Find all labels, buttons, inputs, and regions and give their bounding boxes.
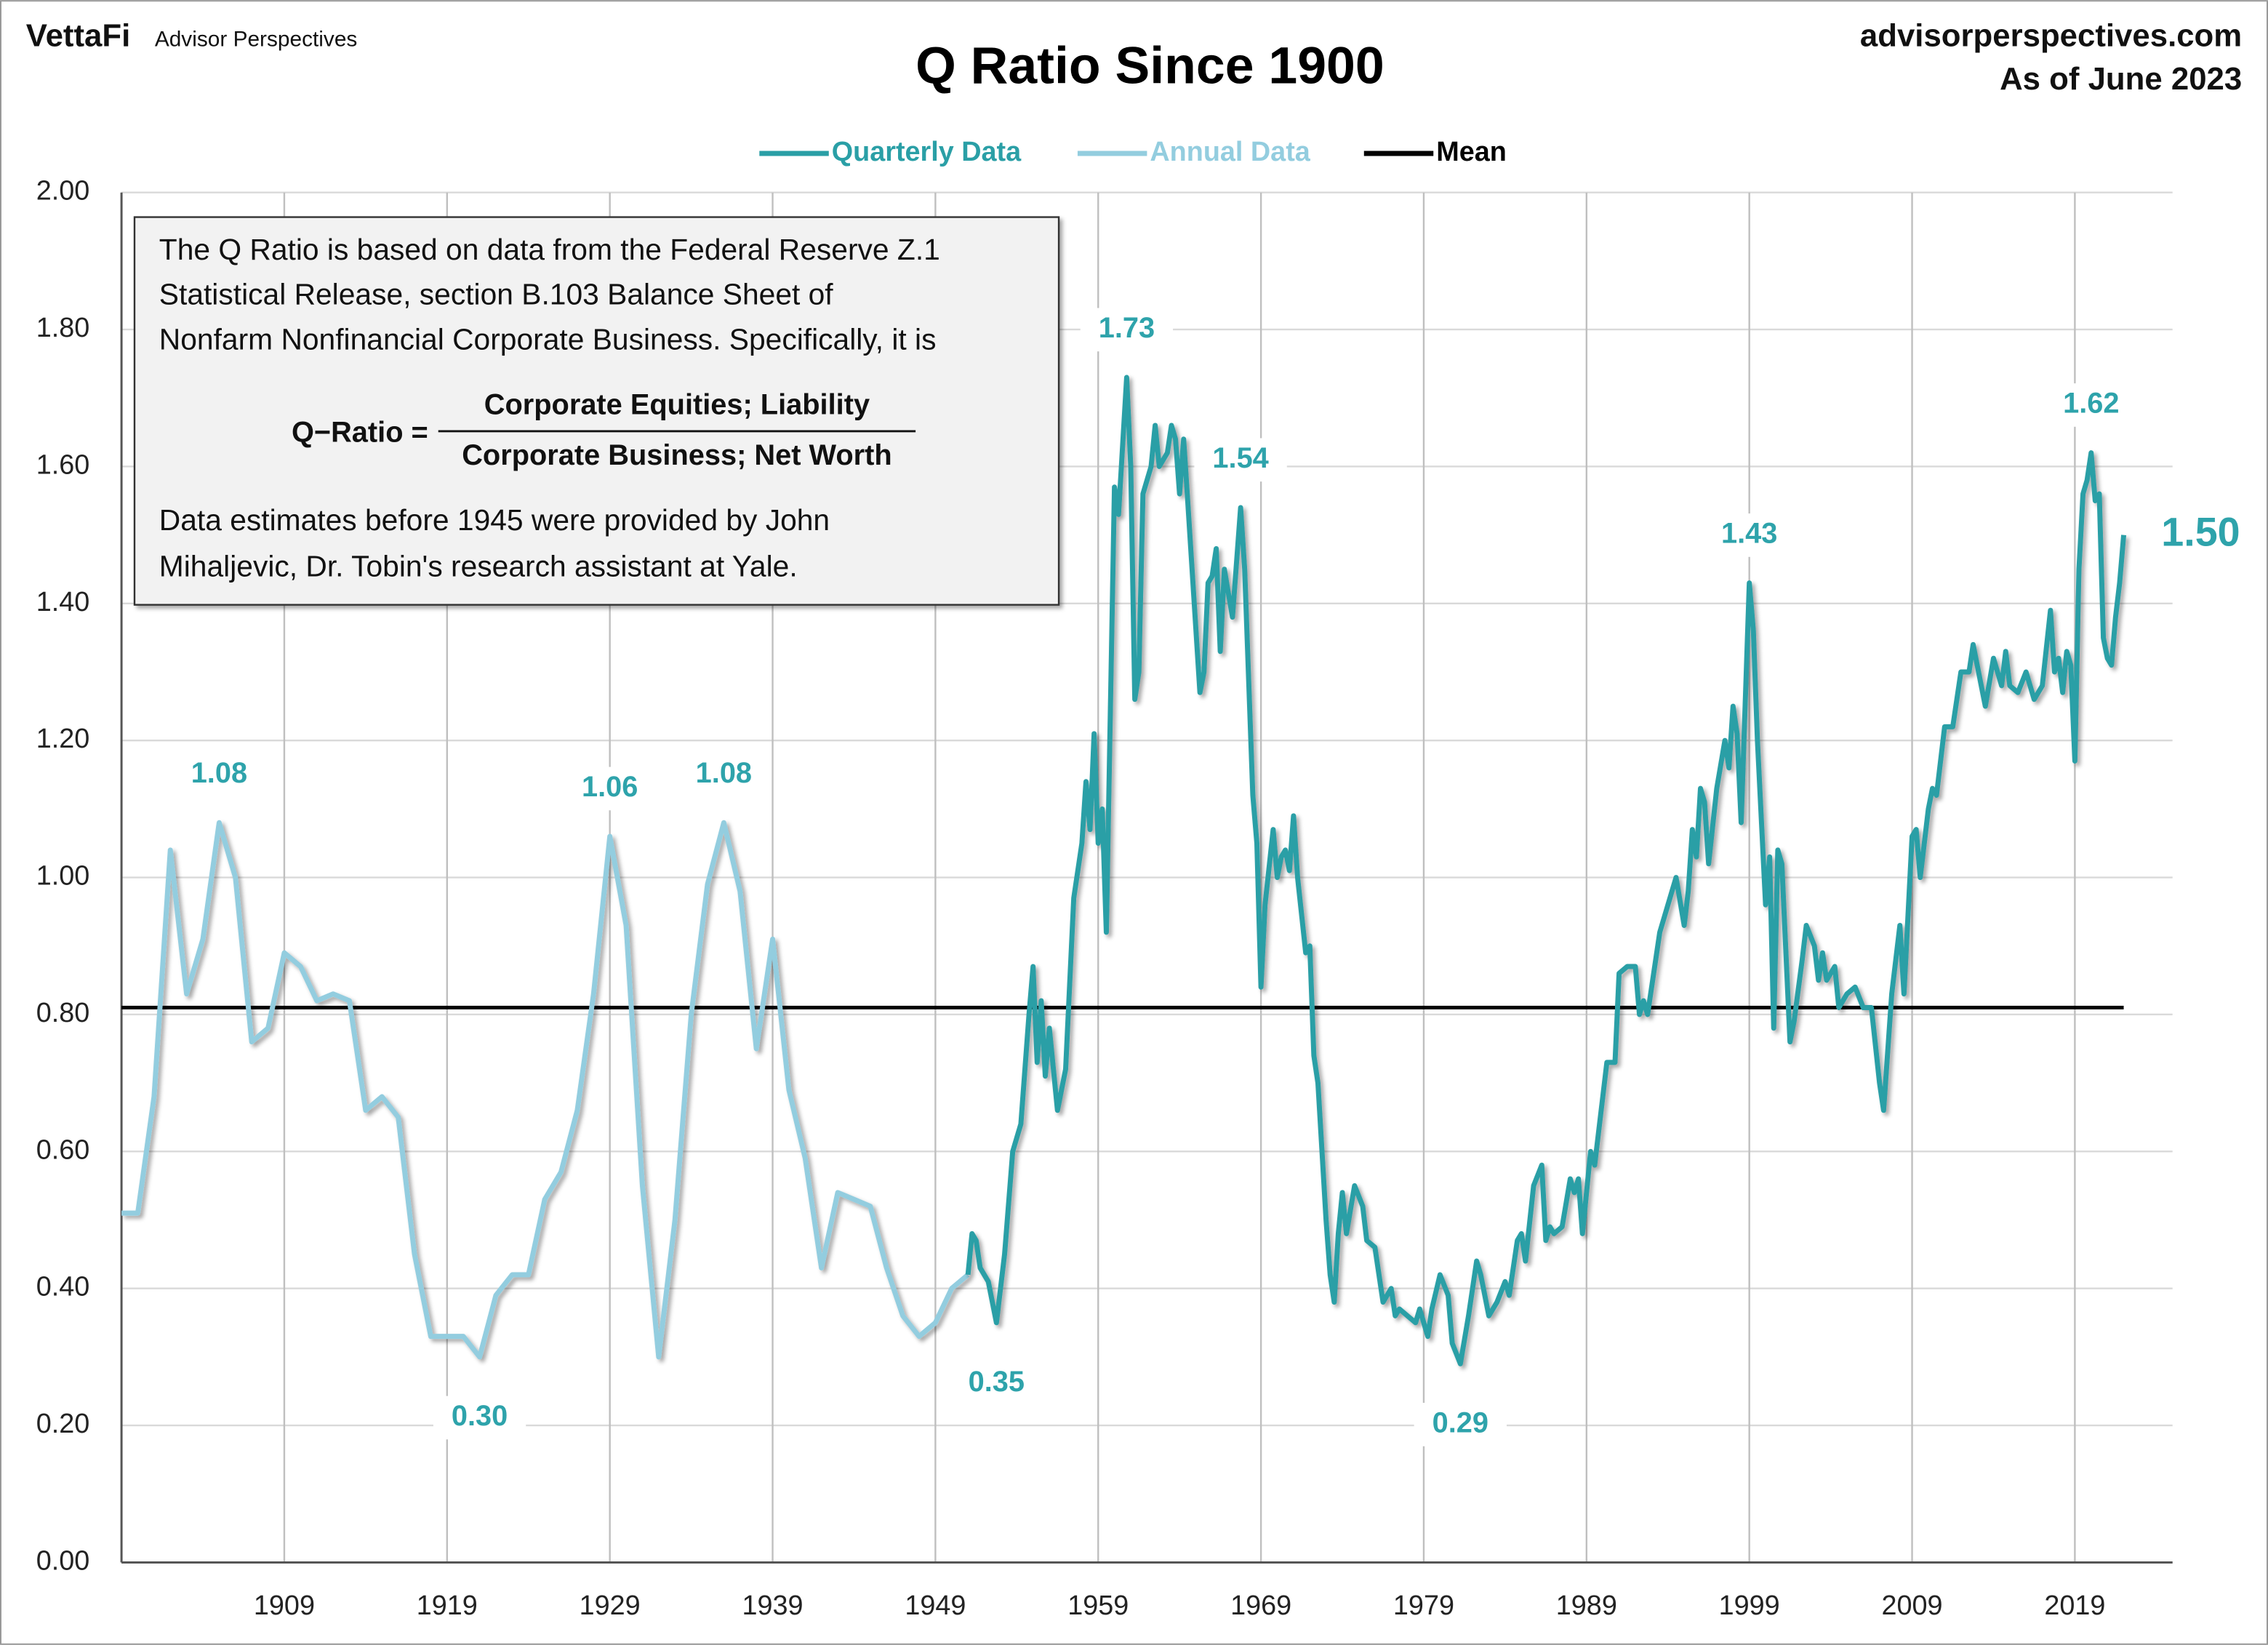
x-tick-label: 1999 bbox=[1719, 1590, 1780, 1621]
data-label: 0.35 bbox=[969, 1366, 1025, 1398]
y-tick-label: 1.40 bbox=[36, 587, 90, 617]
formula-denominator: Corporate Business; Net Worth bbox=[462, 439, 891, 471]
legend-label: Mean bbox=[1436, 137, 1507, 167]
data-label: 1.73 bbox=[1099, 312, 1155, 344]
x-tick-label: 1949 bbox=[905, 1590, 966, 1621]
formula-label: Q−Ratio = bbox=[292, 416, 428, 448]
y-tick-label: 0.80 bbox=[36, 998, 90, 1028]
formula-numerator: Corporate Equities; Liability bbox=[484, 389, 870, 421]
y-tick-label: 1.60 bbox=[36, 449, 90, 480]
x-tick-label: 1989 bbox=[1556, 1590, 1617, 1621]
x-tick-label: 1929 bbox=[580, 1590, 641, 1621]
data-label: 1.43 bbox=[1721, 517, 1777, 549]
note-footer: Mihaljevic, Dr. Tobin's research assista… bbox=[159, 550, 798, 583]
note-footer: Data estimates before 1945 were provided… bbox=[159, 503, 830, 537]
data-label: 1.54 bbox=[1212, 442, 1268, 474]
note-line: Nonfarm Nonfinancial Corporate Business.… bbox=[159, 322, 937, 356]
x-tick-label: 1959 bbox=[1067, 1590, 1129, 1621]
legend-label: Quarterly Data bbox=[832, 137, 1022, 167]
label-background bbox=[950, 1361, 1043, 1406]
y-tick-label: 2.00 bbox=[36, 176, 90, 207]
y-tick-label: 1.20 bbox=[36, 724, 90, 754]
last-value-label: 1.50 bbox=[2161, 509, 2240, 554]
brand: VettaFi bbox=[26, 17, 130, 53]
x-tick-label: 2009 bbox=[1882, 1590, 1943, 1621]
note-line: The Q Ratio is based on data from the Fe… bbox=[159, 233, 940, 266]
x-tick-label: 1919 bbox=[417, 1590, 478, 1621]
label-background bbox=[433, 1396, 526, 1440]
y-tick-label: 0.60 bbox=[36, 1134, 90, 1165]
series-line bbox=[121, 820, 970, 1360]
label-background bbox=[1080, 308, 1174, 352]
data-label: 0.30 bbox=[452, 1400, 508, 1432]
label-background bbox=[2045, 383, 2138, 427]
as-of: As of June 2023 bbox=[2000, 61, 2242, 97]
x-tick-label: 2019 bbox=[2044, 1590, 2105, 1621]
label-background bbox=[564, 767, 657, 811]
note-box: The Q Ratio is based on data from the Fe… bbox=[133, 216, 1060, 606]
label-background bbox=[172, 753, 266, 797]
note-background bbox=[133, 216, 1060, 606]
x-tick-label: 1979 bbox=[1393, 1590, 1454, 1621]
data-label: 1.62 bbox=[2063, 388, 2119, 420]
y-tick-label: 1.00 bbox=[36, 861, 90, 892]
x-tick-label: 1969 bbox=[1230, 1590, 1291, 1621]
label-background bbox=[1703, 513, 1796, 557]
y-tick-label: 0.20 bbox=[36, 1409, 90, 1439]
data-label: 0.29 bbox=[1432, 1406, 1488, 1438]
x-tick-label: 1939 bbox=[742, 1590, 803, 1621]
label-background bbox=[677, 753, 771, 797]
x-tick-label: 1909 bbox=[254, 1590, 315, 1621]
data-label: 1.06 bbox=[582, 771, 638, 803]
label-background bbox=[1194, 438, 1287, 482]
site: advisorperspectives.com bbox=[1860, 17, 2242, 53]
data-label: 1.08 bbox=[191, 757, 247, 789]
chart-title: Q Ratio Since 1900 bbox=[915, 37, 1385, 95]
label-background bbox=[1414, 1403, 1507, 1446]
brand-sub: Advisor Perspectives bbox=[155, 28, 358, 52]
series-line bbox=[965, 375, 2127, 1366]
y-tick-label: 1.80 bbox=[36, 313, 90, 343]
data-label: 1.08 bbox=[696, 757, 752, 789]
note-line: Statistical Release, section B.103 Balan… bbox=[159, 278, 834, 311]
y-tick-label: 0.40 bbox=[36, 1272, 90, 1302]
legend-label: Annual Data bbox=[1150, 137, 1310, 167]
y-tick-label: 0.00 bbox=[36, 1545, 90, 1576]
plot-area: 0.00 0.20 0.40 0.60 0.80 1.00 1.20 1.40 1.60 1.80… bbox=[36, 176, 2240, 1621]
